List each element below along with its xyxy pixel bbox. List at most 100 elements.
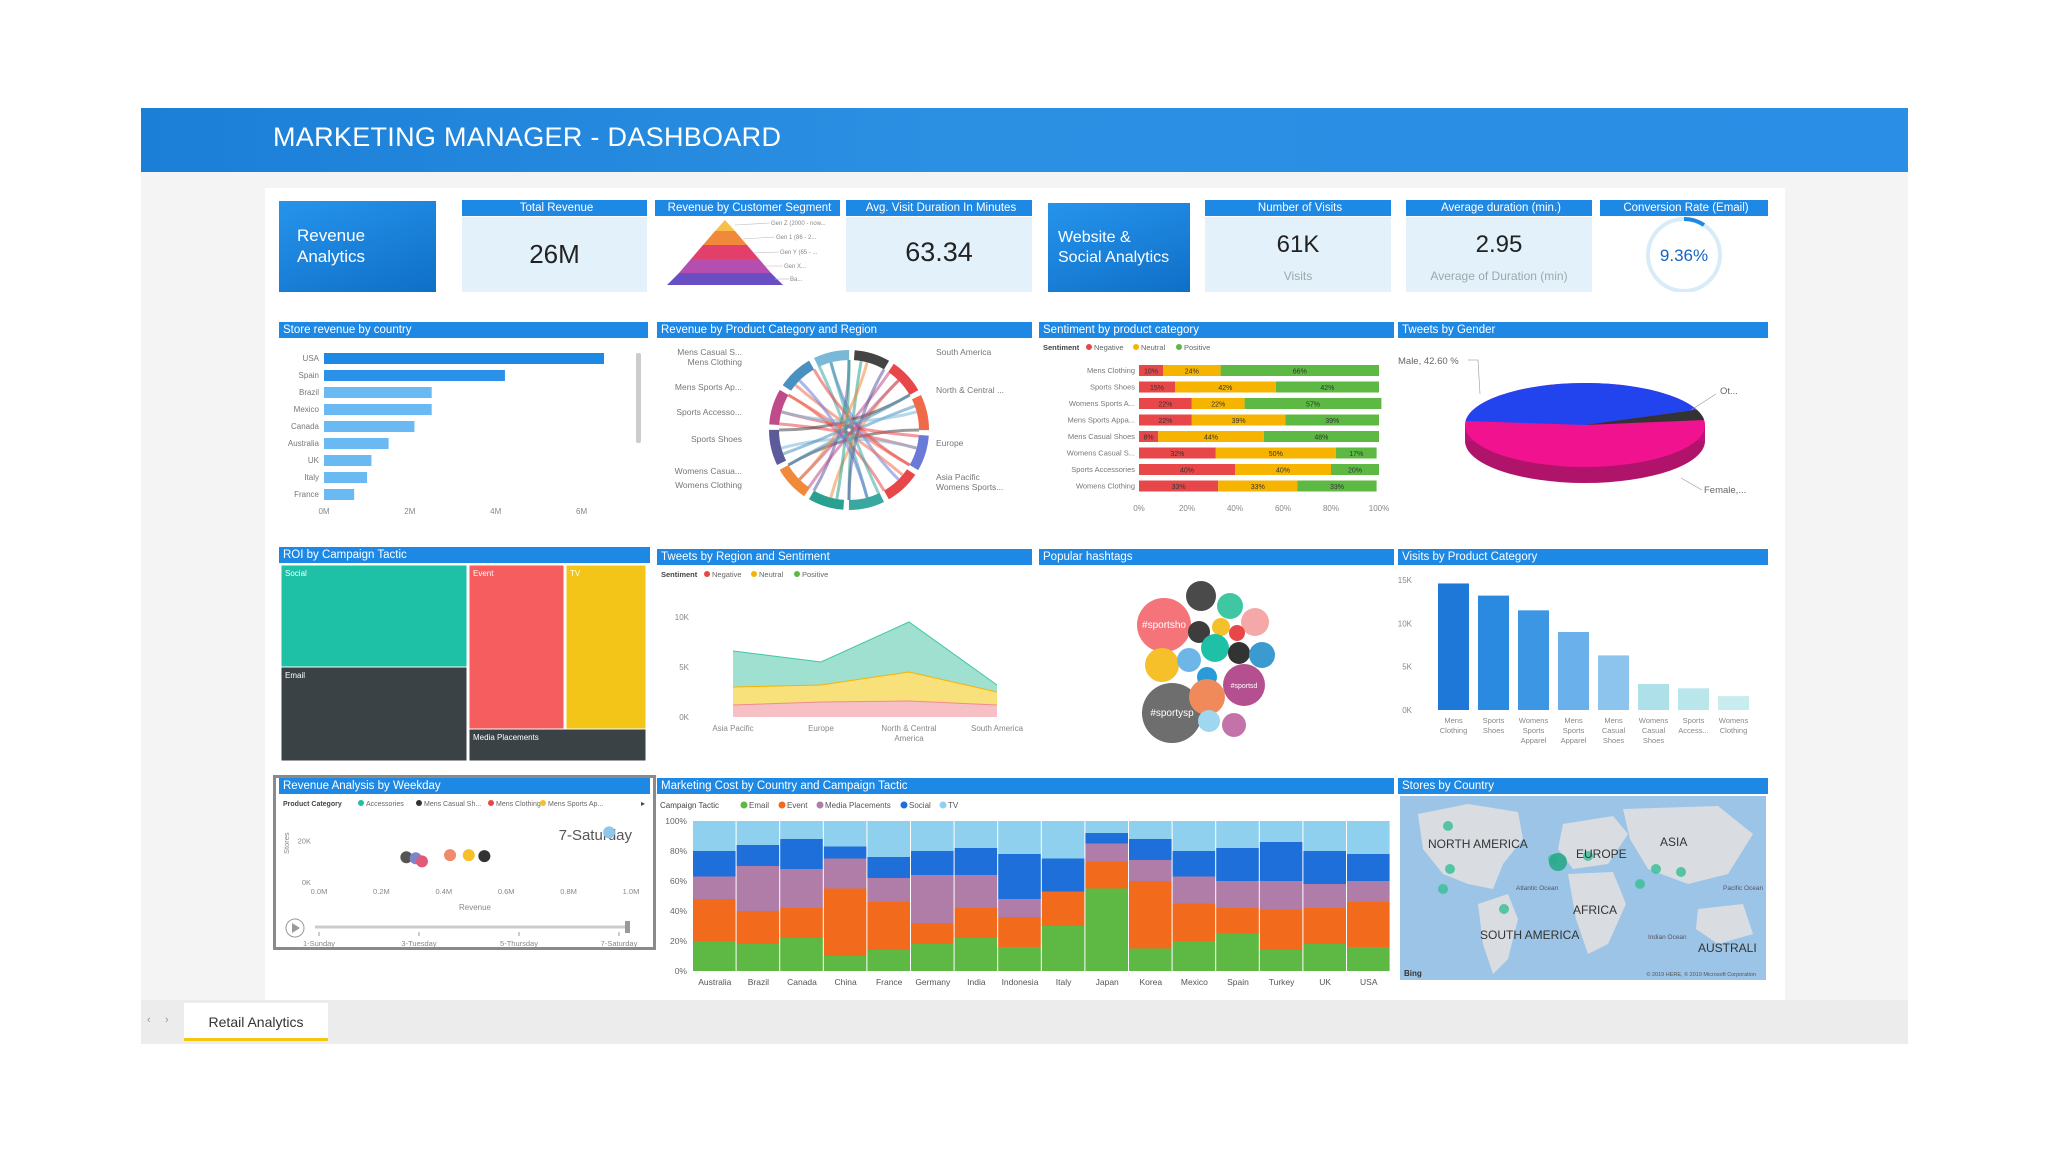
- scrollbar-thumb: [636, 353, 641, 443]
- chord-ribbon: [787, 393, 904, 477]
- continent-label: AUSTRALI: [1698, 941, 1757, 955]
- play-axis-handle: [625, 921, 630, 933]
- legend-dot: [1176, 344, 1182, 350]
- data-label: 39%: [1325, 418, 1339, 425]
- sentiment-segment: [1235, 464, 1331, 475]
- sentiment-segment: [1244, 398, 1382, 409]
- data-label: 33%: [1251, 484, 1265, 491]
- chord-chart[interactable]: Mens Casual S...Mens Clothing Mens Sports…: [657, 338, 1032, 518]
- area-line: [732, 671, 998, 693]
- data-label: 24%: [1185, 369, 1199, 376]
- data-label: 44%: [1204, 435, 1218, 442]
- visits-card[interactable]: 61K Visits: [1205, 217, 1391, 292]
- ocean-label: Pacific Ocean: [1723, 885, 1763, 892]
- revenue-analytics-card[interactable]: Revenue Analytics: [279, 201, 436, 292]
- treemap-label: Email: [285, 671, 305, 680]
- avg-duration-card[interactable]: 2.95 Average of Duration (min): [1406, 217, 1592, 292]
- chord-right-label: North & Central ...: [936, 385, 1004, 395]
- cost-segment: [911, 923, 954, 944]
- data-label: 40%: [1276, 468, 1290, 475]
- treemap-tile: [280, 666, 468, 762]
- cost-segment: [823, 858, 867, 889]
- hashtag-label: #sportsho: [1142, 620, 1186, 631]
- visits-bar: [1678, 688, 1709, 710]
- cost-segment: [954, 821, 998, 848]
- tab-next-icon[interactable]: ›: [165, 1014, 169, 1026]
- treemap-label: Media Placements: [473, 733, 539, 742]
- store-location: [1635, 879, 1645, 889]
- chord-ribbon: [835, 359, 851, 500]
- x-tick-label: North & Central: [881, 724, 936, 733]
- x-tick-label: Casual: [1602, 726, 1626, 735]
- y-axis-label: Stores: [282, 832, 291, 854]
- chord-ribbon: [780, 410, 918, 423]
- weekday-visual-frame[interactable]: [273, 775, 656, 950]
- hashtag-bubble: [1228, 642, 1250, 664]
- scatter-point: [478, 850, 491, 863]
- cost-segment: [736, 866, 780, 911]
- x-tick-label: 0%: [1133, 504, 1145, 513]
- tab-prev-icon[interactable]: ‹: [147, 1014, 151, 1026]
- sentiment-segment: [1163, 365, 1221, 376]
- data-label: 8%: [1144, 435, 1154, 442]
- hashtags-bubbles[interactable]: #sportsho #sportysp #sportsd: [1039, 565, 1394, 750]
- x-tick-label: Shoes: [1483, 726, 1505, 735]
- segment-label: Gen Y (65 - ...: [780, 250, 818, 256]
- sentiment-segment: [1191, 414, 1286, 426]
- marketing-cost-chart[interactable]: Campaign Tactic Email Event Media Placement…: [657, 794, 1394, 990]
- treemap-label: Social: [285, 569, 307, 578]
- cost-segment: [998, 899, 1041, 917]
- tweets-region-chart[interactable]: Sentiment Negative Neutral Positive 0K 5K 10K A…: [657, 565, 1032, 750]
- customer-segment-funnel[interactable]: Gen Z (2000 - now... Gen 1 (86 - 2... Ge…: [655, 217, 840, 292]
- data-label: 66%: [1293, 369, 1307, 376]
- cost-segment: [1129, 881, 1172, 949]
- scatter-point: [400, 851, 413, 864]
- cost-segment: [736, 845, 780, 866]
- x-tick-label: 1.0M: [623, 887, 640, 896]
- cost-segment: [911, 821, 954, 851]
- roi-treemap[interactable]: Social Email Event Media Placements TV: [279, 563, 650, 763]
- cost-segment: [1172, 821, 1216, 851]
- segment-label: Ba...: [790, 277, 803, 283]
- gender-pie-chart[interactable]: Male, 42.60 % Ot... Female,...: [1398, 338, 1768, 518]
- area-line: [732, 700, 998, 706]
- store-revenue-chart[interactable]: USA Spain Brazil Mexico Canada Australia UK Ita…: [279, 338, 648, 518]
- cost-segment: [693, 821, 736, 851]
- leader-line: [1477, 359, 1481, 395]
- cost-segment: [780, 938, 823, 971]
- visits-category-chart[interactable]: 0K5K10K15KMensClothingSportsShoesWomensS…: [1398, 565, 1768, 750]
- legend-dot: [740, 801, 748, 809]
- legend-dot: [794, 571, 800, 577]
- tab-retail-analytics[interactable]: Retail Analytics: [184, 1003, 328, 1041]
- chord-arc: [769, 389, 789, 426]
- avg-visit-card[interactable]: 63.34: [846, 217, 1032, 292]
- cost-segment: [1216, 908, 1259, 934]
- sentiment-segment: [1297, 480, 1377, 492]
- y-tick-label: 100%: [665, 816, 687, 826]
- website-social-card[interactable]: Website & Social Analytics: [1048, 203, 1190, 292]
- area-neutral: [733, 672, 997, 705]
- chord-arc: [848, 492, 884, 510]
- scatter-point: [462, 849, 475, 862]
- pie-slice-male: [1465, 383, 1697, 425]
- cost-segment: [1129, 821, 1172, 839]
- sentiment-chart[interactable]: Sentiment Negative Neutral Positive Mens Clo…: [1039, 338, 1394, 518]
- conversion-card[interactable]: 9.36%: [1600, 216, 1768, 293]
- scatter-point: [603, 826, 616, 839]
- total-revenue-card[interactable]: 26M: [462, 217, 647, 292]
- cost-segment: [736, 911, 780, 944]
- cost-segment: [1041, 926, 1085, 971]
- conversion-title: Conversion Rate (Email): [1600, 200, 1768, 216]
- segment-label: Gen X...: [784, 264, 806, 270]
- x-tick-label: Brazil: [748, 977, 769, 987]
- treemap-tile: [565, 564, 647, 730]
- hashtag-bubble: [1145, 648, 1179, 682]
- cost-segment: [1347, 881, 1390, 902]
- stores-map[interactable]: NORTH AMERICA EUROPE ASIA AFRICA SOUTH AMERI…: [1398, 794, 1768, 980]
- play-tick-label: 7-Saturday: [601, 939, 638, 948]
- sentiment-title: Sentiment by product category: [1039, 322, 1394, 338]
- sentiment-segment: [1139, 414, 1192, 426]
- revenue-bar: [324, 404, 432, 415]
- chord-ribbon: [780, 437, 918, 450]
- weekday-scatter-chart[interactable]: Product Category Accessories Mens Casual S…: [279, 794, 650, 948]
